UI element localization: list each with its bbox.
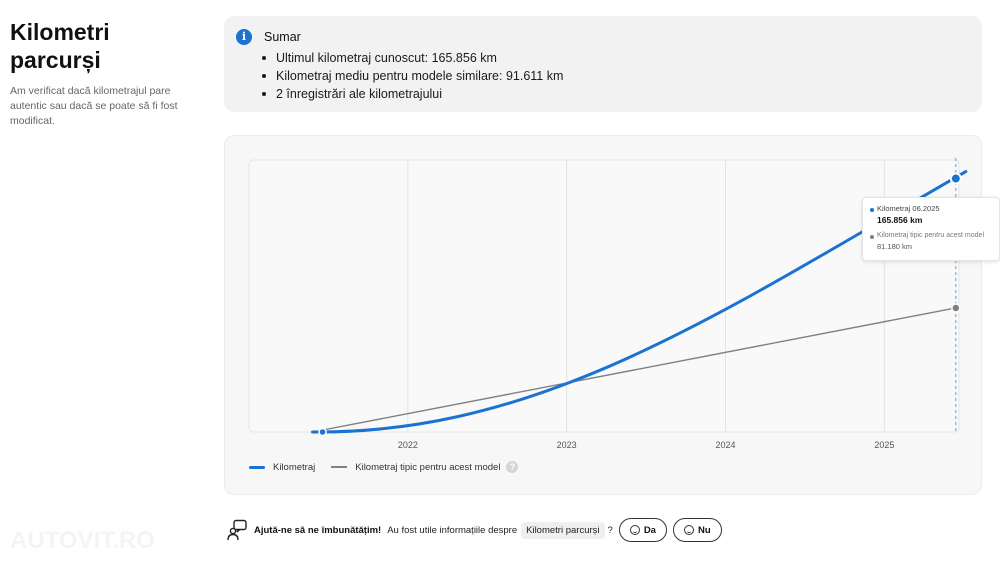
tooltip-primary-dot bbox=[870, 208, 874, 212]
summary-title: Sumar bbox=[264, 30, 301, 44]
tooltip-secondary-value: 81.180 km bbox=[877, 242, 913, 251]
x-tick-label-2023: 2023 bbox=[557, 440, 577, 450]
no-button-label: Nu bbox=[697, 524, 711, 536]
page-title: Kilometri parcurși bbox=[10, 18, 210, 74]
feedback-prompt: Ajută-ne să ne îmbunătățim! bbox=[254, 524, 382, 536]
tooltip-secondary-label: Kilometraj tipic pentru acest model bbox=[877, 232, 984, 239]
x-tick-label-2024: 2024 bbox=[715, 440, 735, 450]
watermark-logo: AUTOVIT.RO bbox=[10, 527, 155, 554]
page-description: Am verificat dacă kilometrajul pare aute… bbox=[10, 85, 178, 127]
feedback-question: Au fost utile informațiile despre bbox=[387, 524, 518, 536]
tooltip-primary-value: 165.856 km bbox=[877, 215, 923, 225]
point-typical-end bbox=[951, 303, 961, 313]
mileage-chart-card: 2022 2023 2024 2025 Kilometraj 06.2025 165.… bbox=[224, 135, 1000, 495]
legend-swatch-typical bbox=[331, 466, 348, 468]
summary-item-last-mileage: Ultimul kilometraj cunoscut: 165.856 km bbox=[260, 49, 563, 67]
chat-person-icon bbox=[227, 519, 247, 541]
legend-item-mileage[interactable]: Kilometraj bbox=[249, 462, 315, 473]
chart-legend: Kilometraj Kilometraj tipic pentru acest… bbox=[249, 461, 534, 473]
yes-button[interactable]: Da bbox=[618, 518, 667, 542]
feedback-bar: Ajută-ne să ne îmbunătățim! Au fost util… bbox=[226, 517, 728, 543]
chart-tooltip: Kilometraj 06.2025 165.856 km Kilometraj… bbox=[862, 197, 1000, 261]
summary-item-record-count: 2 înregistrări ale kilometrajului bbox=[260, 85, 563, 103]
mileage-chart: 2022 2023 2024 2025 bbox=[248, 158, 968, 450]
page-title-line2: parcurși bbox=[10, 47, 101, 73]
x-tick-label-2022: 2022 bbox=[398, 440, 418, 450]
tooltip-secondary-dot bbox=[870, 235, 874, 239]
legend-item-typical[interactable]: Kilometraj tipic pentru acest model ? bbox=[331, 461, 519, 473]
feedback-question-mark: ? bbox=[607, 524, 613, 536]
plot-area bbox=[248, 159, 960, 433]
summary-box: i Sumar Ultimul kilometraj cunoscut: 165… bbox=[224, 16, 982, 112]
legend-label-typical: Kilometraj tipic pentru acest model bbox=[355, 461, 501, 473]
x-tick-label-2025: 2025 bbox=[874, 440, 894, 450]
point-mileage-start bbox=[318, 427, 327, 437]
point-mileage-end bbox=[949, 172, 962, 185]
info-icon: i bbox=[236, 29, 252, 45]
legend-label-mileage: Kilometraj bbox=[273, 461, 316, 473]
page-title-line1: Kilometri bbox=[10, 19, 110, 45]
yes-button-label: Da bbox=[643, 524, 656, 536]
no-button[interactable]: Nu bbox=[672, 518, 722, 542]
series-line-typical bbox=[312, 307, 956, 433]
summary-list: Ultimul kilometraj cunoscut: 165.856 km … bbox=[260, 49, 563, 103]
feedback-topic-chip: Kilometri parcurși bbox=[521, 521, 605, 539]
tooltip-primary-label: Kilometraj 06.2025 bbox=[877, 204, 940, 213]
help-icon[interactable]: ? bbox=[506, 461, 519, 473]
smile-icon bbox=[629, 525, 640, 535]
tooltip-secondary: Kilometraj tipic pentru acest model 81.1… bbox=[870, 231, 991, 252]
legend-swatch-mileage bbox=[249, 465, 265, 469]
tooltip-primary: Kilometraj 06.2025 165.856 km bbox=[870, 204, 991, 227]
smile-icon bbox=[683, 525, 694, 535]
summary-item-average-mileage: Kilometraj mediu pentru modele similare:… bbox=[260, 67, 563, 85]
intro-section: Kilometri parcurși Am verificat dacă kil… bbox=[10, 18, 210, 129]
